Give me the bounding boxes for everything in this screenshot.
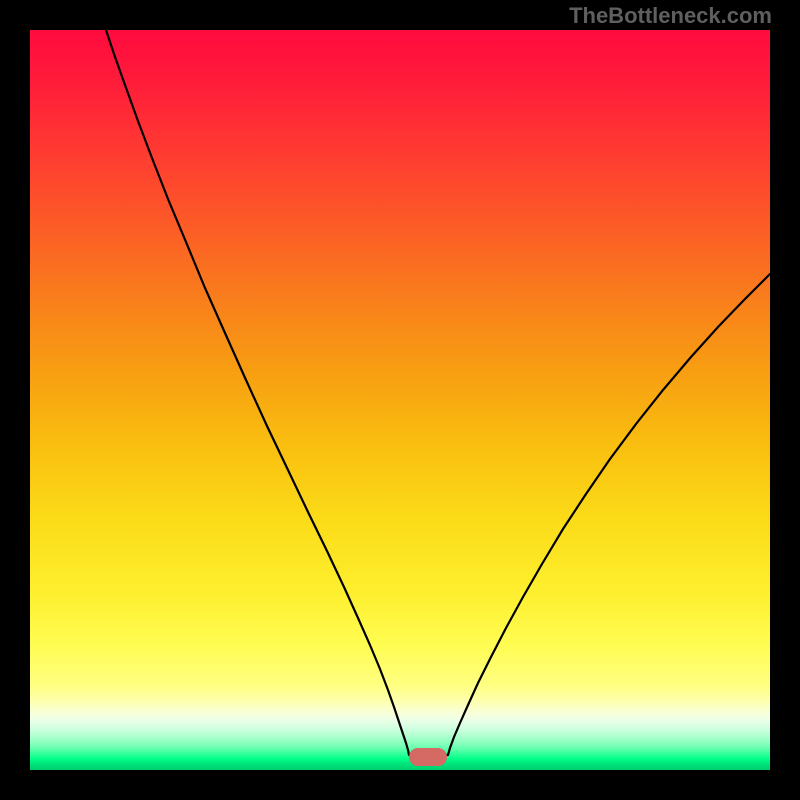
chart-container: TheBottleneck.com: [0, 0, 800, 800]
bottleneck-marker: [409, 748, 447, 766]
curve-left: [106, 30, 409, 755]
watermark-text: TheBottleneck.com: [569, 3, 772, 29]
curve-right: [448, 274, 770, 755]
chart-svg: [0, 0, 800, 800]
